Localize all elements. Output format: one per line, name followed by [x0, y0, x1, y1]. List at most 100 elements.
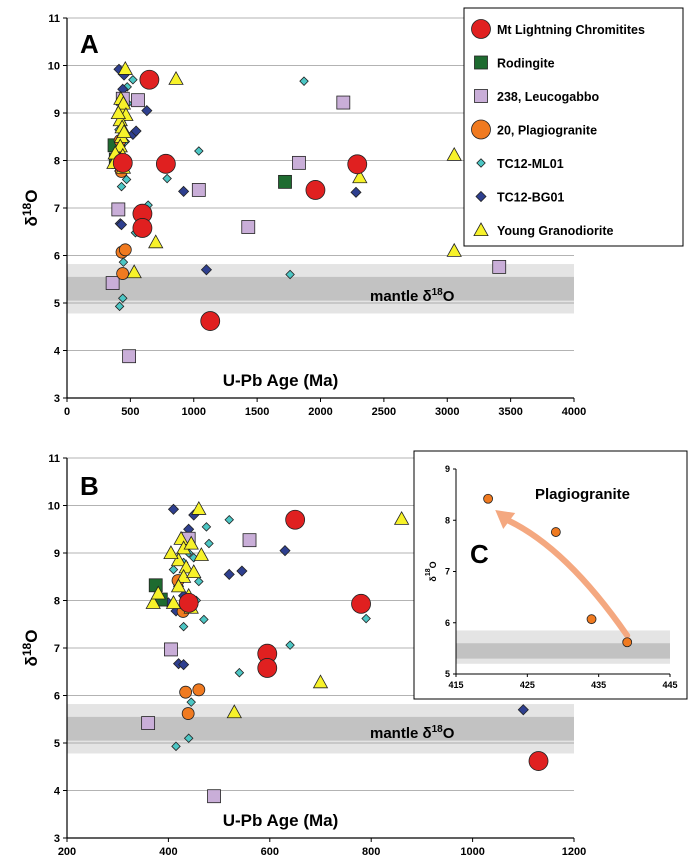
y-tick-label: 9: [54, 548, 60, 560]
x-tick-label: 3500: [498, 406, 522, 418]
y-tick-label: 7: [54, 643, 60, 655]
legend-box: [463, 7, 684, 247]
point-young: [393, 510, 410, 525]
inset-x-tick-label: 445: [662, 680, 677, 690]
point-mt-lightning: [139, 69, 160, 90]
point-ml01: [224, 514, 235, 525]
y-tick-label: 4: [54, 786, 61, 798]
legend-marker-young: [473, 222, 489, 237]
legend-label: TC12-BG01: [497, 191, 564, 205]
x-tick-label: 1000: [182, 406, 206, 418]
point-young: [165, 595, 182, 609]
legend-label: 20, Plagiogranite: [497, 124, 597, 138]
legend-label: Rodingite: [497, 57, 555, 71]
point-ml01: [194, 146, 204, 156]
point-ml01: [118, 293, 128, 304]
point-ml01: [361, 613, 371, 624]
point-leucogabbo: [207, 789, 221, 804]
trend-arrow-shaft: [504, 517, 631, 639]
point-ml01: [183, 733, 194, 744]
point-ml01: [194, 576, 204, 587]
x-tick-label: 2500: [372, 406, 396, 418]
y-tick-label: 9: [54, 108, 60, 120]
point-ml01: [121, 174, 132, 185]
point-young: [145, 595, 161, 609]
mantle-label: mantle δ18O: [370, 287, 455, 305]
point-ml01: [285, 640, 295, 650]
point-mt-lightning: [347, 154, 368, 175]
y-tick-label: 3: [54, 393, 60, 405]
point-mt-lightning: [200, 311, 221, 331]
point-young: [115, 95, 132, 110]
y-tick-label: 7: [54, 203, 60, 215]
y-tick-label: 8: [54, 596, 60, 608]
point-ml01: [168, 564, 179, 575]
legend-label: TC12-ML01: [497, 157, 564, 171]
mantle-band-inner: [67, 276, 574, 301]
x-tick-label: 0: [64, 406, 70, 418]
inset-x-tick-label: 425: [520, 680, 535, 690]
x-tick-label: 2000: [308, 406, 332, 418]
panel-letter-B: B: [80, 471, 99, 501]
y-tick-label: 10: [48, 501, 60, 513]
x-tick-label: 200: [58, 846, 76, 858]
y-tick-label: 5: [54, 738, 60, 750]
point-ml01: [178, 621, 189, 632]
point-mt-lightning: [155, 153, 176, 174]
x-tick-label: 1000: [460, 846, 484, 858]
point-leucogabbo: [164, 642, 178, 657]
point-leucogabbo: [111, 202, 126, 217]
point-young: [175, 568, 192, 583]
point-young: [173, 530, 189, 545]
inset-point-plagiogranite: [550, 527, 561, 537]
inset-point-plagiogranite: [483, 493, 494, 504]
point-ml01: [114, 301, 125, 312]
legend-marker-bg01: [475, 190, 487, 203]
mantle-label: mantle δ18O: [370, 724, 455, 742]
point-young: [126, 264, 142, 279]
point-young: [150, 585, 166, 600]
x-tick-label: 400: [159, 846, 177, 858]
x-tick-label: 600: [261, 846, 279, 858]
point-mt-lightning: [257, 658, 278, 678]
inset-y-tick-label: 9: [445, 464, 450, 474]
point-young: [116, 124, 132, 139]
x-tick-label: 800: [362, 846, 380, 858]
point-young: [148, 234, 164, 249]
x-axis-title: U-Pb Age (Ma): [223, 811, 339, 830]
inset-y-tick-label: 5: [445, 669, 450, 679]
trend-arrow-head: [495, 510, 516, 529]
point-young: [170, 578, 187, 593]
legend-label: 238, Leucogabbo: [497, 90, 599, 104]
y-tick-label: 8: [54, 156, 60, 168]
inset-y-tick-label: 8: [445, 515, 450, 525]
panel-letter-A: A: [80, 29, 99, 59]
point-mt-lightning: [351, 593, 371, 614]
legend: Mt Lightning Chromitites Rodingite 238, Le…: [463, 7, 684, 247]
x-axis-title: U-Pb Age (Ma): [223, 371, 339, 390]
point-young: [446, 146, 462, 161]
y-tick-label: 5: [54, 298, 60, 310]
point-ml01: [204, 538, 214, 549]
x-tick-label: 1200: [562, 846, 586, 858]
y-tick-label: 3: [54, 833, 60, 845]
x-tick-label: 3000: [435, 406, 459, 418]
y-tick-label: 4: [54, 346, 61, 358]
point-bg01: [517, 704, 529, 716]
y-tick-label: 11: [48, 453, 60, 465]
legend-marker-plagiogranite: [471, 119, 491, 140]
point-leucogabbo: [191, 183, 206, 197]
x-tick-label: 500: [121, 406, 139, 418]
inset-y-tick-label: 6: [445, 618, 450, 628]
point-young: [168, 70, 184, 85]
legend-label: Mt Lightning Chromitites: [497, 23, 645, 37]
point-mt-lightning: [132, 218, 153, 238]
point-young: [193, 547, 210, 561]
point-plagiogranite: [192, 683, 206, 697]
point-young: [312, 674, 329, 689]
point-ml01: [171, 741, 181, 752]
point-ml01: [162, 173, 172, 184]
point-mt-lightning: [285, 509, 306, 530]
point-mt-lightning: [178, 592, 199, 613]
point-leucogabbo: [122, 349, 137, 364]
